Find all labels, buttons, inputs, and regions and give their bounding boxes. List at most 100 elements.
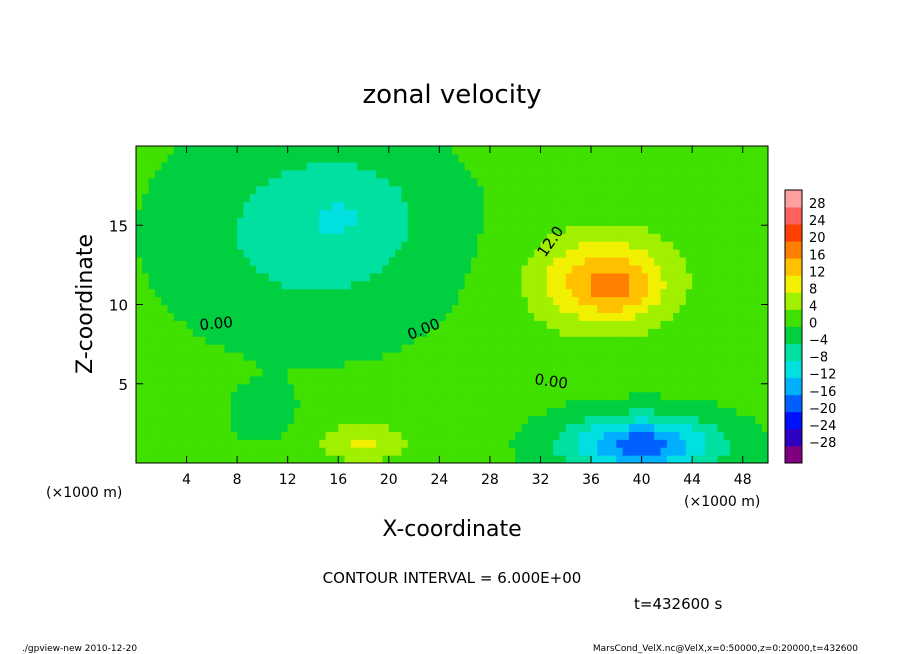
heatmap-cell xyxy=(597,336,605,345)
heatmap-cell xyxy=(717,447,725,456)
heatmap-cell xyxy=(294,177,301,187)
heatmap-cell xyxy=(470,383,478,393)
heatmap-cell xyxy=(527,336,535,345)
heatmap-cell xyxy=(628,193,636,203)
heatmap-cell xyxy=(357,328,365,337)
heatmap-cell xyxy=(300,256,308,266)
heatmap-cell xyxy=(420,455,428,463)
heatmap-cell xyxy=(470,447,478,456)
heatmap-cell xyxy=(350,328,358,337)
heatmap-cell xyxy=(470,217,478,226)
heatmap-cell xyxy=(275,241,282,250)
heatmap-cell xyxy=(755,264,763,274)
heatmap-cell xyxy=(161,391,169,401)
heatmap-cell xyxy=(218,431,226,440)
heatmap-cell xyxy=(470,272,478,282)
heatmap-cell xyxy=(647,344,655,353)
heatmap-cell xyxy=(439,455,447,463)
heatmap-cell xyxy=(287,312,295,321)
heatmap-cell xyxy=(357,447,365,456)
heatmap-cell xyxy=(559,225,567,234)
heatmap-cell xyxy=(186,447,194,456)
heatmap-cell xyxy=(546,249,554,258)
heatmap-cell xyxy=(477,161,485,171)
heatmap-cell xyxy=(565,225,573,234)
heatmap-cell xyxy=(749,455,756,463)
heatmap-cell xyxy=(483,352,491,361)
heatmap-cell xyxy=(723,185,731,195)
heatmap-cell xyxy=(736,359,744,369)
heatmap-cell xyxy=(527,391,535,401)
heatmap-cell xyxy=(281,320,289,329)
heatmap-cell xyxy=(224,328,232,337)
heatmap-cell xyxy=(521,169,529,179)
heatmap-cell xyxy=(692,447,700,456)
heatmap-cell xyxy=(647,352,655,361)
heatmap-cell xyxy=(154,352,162,361)
heatmap-cell xyxy=(616,280,624,290)
heatmap-cell xyxy=(572,146,579,155)
heatmap-cell xyxy=(294,328,301,337)
heatmap-cell xyxy=(489,185,497,195)
heatmap-cell xyxy=(167,383,175,393)
heatmap-cell xyxy=(540,320,548,329)
heatmap-cell xyxy=(641,399,649,409)
heatmap-cell xyxy=(452,256,459,266)
heatmap-cell xyxy=(711,352,719,361)
heatmap-cell xyxy=(628,447,636,456)
heatmap-cell xyxy=(736,328,744,337)
heatmap-cell xyxy=(578,344,586,353)
heatmap-cell xyxy=(445,241,453,250)
heatmap-cell xyxy=(192,209,200,218)
heatmap-cell xyxy=(515,296,523,306)
heatmap-cell xyxy=(363,153,371,163)
x-tick-label: 4 xyxy=(182,472,191,488)
heatmap-cell xyxy=(363,352,371,361)
heatmap-cell xyxy=(515,391,523,401)
heatmap-cell xyxy=(211,241,219,250)
heatmap-cell xyxy=(654,169,662,179)
heatmap-cell xyxy=(603,359,611,369)
heatmap-cell xyxy=(730,344,737,353)
heatmap-cell xyxy=(755,447,763,456)
heatmap-cell xyxy=(452,161,459,171)
heatmap-cell xyxy=(622,423,630,432)
heatmap-cell xyxy=(628,146,636,155)
heatmap-cell xyxy=(755,407,763,417)
heatmap-cell xyxy=(730,352,737,361)
heatmap-cell xyxy=(597,241,605,250)
heatmap-cell xyxy=(603,423,611,432)
heatmap-cell xyxy=(464,407,472,417)
heatmap-cell xyxy=(211,439,219,448)
heatmap-cell xyxy=(464,193,472,203)
heatmap-cell xyxy=(647,209,655,218)
heatmap-cell xyxy=(452,264,459,274)
heatmap-cell xyxy=(673,256,681,266)
heatmap-cell xyxy=(142,161,150,171)
heatmap-cell xyxy=(736,383,744,393)
heatmap-cell xyxy=(167,185,175,195)
heatmap-cell xyxy=(553,431,561,440)
heatmap-cell xyxy=(742,447,750,456)
heatmap-cell xyxy=(616,407,624,417)
heatmap-cell xyxy=(376,383,384,393)
heatmap-cell xyxy=(331,423,339,432)
heatmap-cell xyxy=(515,193,523,203)
heatmap-cell xyxy=(230,375,238,385)
heatmap-cell xyxy=(742,288,750,298)
heatmap-cell xyxy=(736,161,744,171)
heatmap-cell xyxy=(420,256,428,266)
heatmap-cell xyxy=(641,225,649,234)
heatmap-cell xyxy=(154,296,162,306)
heatmap-cell xyxy=(148,288,156,298)
heatmap-cell xyxy=(211,288,219,298)
heatmap-cell xyxy=(382,359,390,369)
heatmap-cell xyxy=(660,272,668,282)
heatmap-cell xyxy=(508,225,516,234)
heatmap-cell xyxy=(685,256,693,266)
heatmap-cell xyxy=(698,280,706,290)
heatmap-cell xyxy=(199,399,207,409)
heatmap-cell xyxy=(275,146,282,155)
heatmap-cell xyxy=(540,233,548,242)
